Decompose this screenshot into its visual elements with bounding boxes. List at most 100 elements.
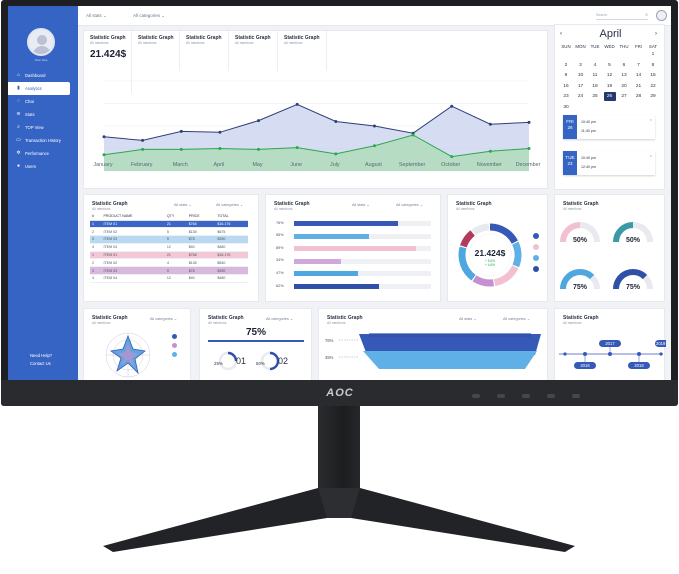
- data-point[interactable]: [257, 119, 261, 123]
- table-row[interactable]: 4 ITEM 04 12 $40 $480: [90, 274, 248, 283]
- data-point[interactable]: [527, 147, 531, 150]
- data-point[interactable]: [102, 135, 106, 139]
- data-point[interactable]: [411, 133, 415, 137]
- data-point[interactable]: [334, 152, 338, 156]
- table-row[interactable]: 3 ITEM 03 5 $78 $390: [90, 266, 248, 276]
- kpi-tile[interactable]: Statistic Graph All mentions: [278, 31, 327, 71]
- donut-slice[interactable]: [489, 223, 518, 244]
- data-point[interactable]: [295, 102, 299, 106]
- calendar-day[interactable]: 28: [635, 94, 642, 99]
- calendar-day[interactable]: 27: [621, 94, 627, 99]
- calendar-day[interactable]: 22: [650, 83, 656, 89]
- data-point[interactable]: [450, 104, 454, 108]
- kpi-tile[interactable]: Statistic Graph All mentions: [229, 31, 278, 71]
- kpi-tile[interactable]: Statistic Graph All mentions: [132, 31, 180, 71]
- calendar-day[interactable]: 6: [622, 62, 626, 68]
- calendar-day[interactable]: 30: [563, 104, 569, 110]
- calendar-event[interactable]: TUE 23 10:40 pm 12:40 pm ×: [563, 151, 655, 175]
- bar-fill[interactable]: [294, 258, 341, 264]
- hardware-button[interactable]: [472, 394, 480, 398]
- bar-fill[interactable]: [294, 271, 359, 277]
- avatar[interactable]: [656, 10, 667, 21]
- hardware-button[interactable]: [522, 394, 530, 398]
- data-point[interactable]: [102, 153, 106, 157]
- bar-fill[interactable]: [294, 233, 370, 239]
- donut-slice[interactable]: [472, 275, 494, 287]
- sidebar-item-transaction-history[interactable]: ▭ Transaction History: [8, 134, 78, 147]
- calendar-day[interactable]: 13: [621, 73, 627, 78]
- calendar-day[interactable]: 8: [651, 62, 655, 68]
- categories-filter[interactable]: All categories ⌄: [150, 317, 178, 321]
- data-point[interactable]: [141, 138, 145, 142]
- data-point[interactable]: [141, 147, 145, 151]
- calendar-day[interactable]: 15: [650, 73, 656, 78]
- calendar-day[interactable]: 23: [563, 94, 569, 99]
- stats-filter[interactable]: All stats ⌄: [174, 203, 192, 207]
- bar-fill[interactable]: [294, 284, 379, 289]
- categories-filter[interactable]: All categories ⌄: [503, 317, 531, 321]
- data-point[interactable]: [257, 147, 261, 151]
- power-button[interactable]: [572, 394, 580, 398]
- table-row[interactable]: 2 ITEM 02 4 $135 $540: [90, 258, 248, 268]
- calendar-day[interactable]: 24: [577, 94, 584, 99]
- data-point[interactable]: [450, 155, 454, 159]
- calendar-day[interactable]: 29: [650, 94, 656, 99]
- calendar-day[interactable]: 10: [577, 73, 584, 78]
- data-point[interactable]: [527, 120, 531, 124]
- calendar-day[interactable]: 17: [577, 83, 584, 89]
- categories-filter[interactable]: All categories ⌄: [216, 203, 244, 207]
- contact-link[interactable]: Contact Us: [30, 361, 51, 366]
- table-row[interactable]: 4 ITEM 04 12 $40 $480: [90, 243, 248, 252]
- data-point[interactable]: [488, 149, 492, 153]
- donut-slice[interactable]: [458, 246, 476, 281]
- data-point[interactable]: [179, 129, 183, 133]
- help-link[interactable]: Need Help?: [30, 353, 53, 358]
- hardware-button[interactable]: [497, 394, 505, 398]
- calendar-day[interactable]: 19: [606, 83, 613, 89]
- stats-filter[interactable]: All stats ⌄: [352, 203, 370, 207]
- chevron-right-icon[interactable]: ›: [655, 31, 657, 37]
- sidebar-item-chat[interactable]: ◌ Chat: [8, 95, 78, 108]
- calendar-day[interactable]: 18: [592, 83, 598, 89]
- search-input[interactable]: Search ⌕: [596, 11, 648, 20]
- sidebar-item-top-view[interactable]: ⌕ TOP View: [8, 121, 78, 134]
- calendar-day[interactable]: 20: [621, 83, 627, 89]
- sidebar-item-performance[interactable]: ✲ Performance: [8, 147, 78, 160]
- calendar-day[interactable]: 3: [579, 62, 582, 68]
- close-icon[interactable]: ×: [649, 117, 652, 122]
- sidebar-item-stats[interactable]: ≋ Stats: [8, 108, 78, 121]
- calendar-day[interactable]: 12: [606, 73, 613, 78]
- calendar-day[interactable]: 1: [651, 52, 655, 57]
- bar-fill[interactable]: [294, 221, 399, 226]
- calendar-day[interactable]: 9: [564, 73, 568, 78]
- chevron-left-icon[interactable]: ‹: [560, 31, 562, 37]
- data-point[interactable]: [295, 146, 299, 150]
- data-point[interactable]: [488, 122, 492, 126]
- calendar-day[interactable]: 7: [637, 62, 640, 68]
- data-point[interactable]: [218, 147, 222, 150]
- categories-filter[interactable]: All categories ⌄: [266, 317, 294, 321]
- calendar-day[interactable]: 26: [603, 92, 616, 101]
- calendar-day[interactable]: 21: [635, 83, 642, 89]
- categories-filter[interactable]: All categories ⌄: [396, 203, 424, 207]
- kpi-tile[interactable]: Statistic Graph All mentions 21.424$: [84, 31, 132, 93]
- donut-slice[interactable]: [493, 265, 519, 287]
- data-point[interactable]: [218, 130, 222, 134]
- calendar-event[interactable]: FRI 26 10:40 pm 11:40 pm ×: [563, 115, 655, 139]
- sidebar-item-analytics[interactable]: ▮ Analytics: [8, 82, 70, 95]
- sidebar-item-dashboard[interactable]: ⌂ Dashboard: [8, 69, 78, 82]
- hardware-button[interactable]: [547, 394, 555, 398]
- calendar-day[interactable]: 25: [592, 94, 598, 99]
- donut-slice[interactable]: [471, 223, 490, 236]
- calendar-day[interactable]: 5: [608, 62, 611, 68]
- calendar-day[interactable]: 2: [564, 62, 568, 68]
- calendar-day[interactable]: 4: [593, 62, 597, 68]
- donut-slice[interactable]: [512, 241, 522, 268]
- donut-slice[interactable]: [460, 230, 476, 248]
- data-point[interactable]: [372, 144, 376, 148]
- table-row[interactable]: 3 ITEM 03 5 $78 $390: [90, 235, 248, 244]
- categories-filter[interactable]: All categories ⌄: [133, 13, 165, 19]
- stats-filter[interactable]: All stats ⌄: [459, 317, 477, 321]
- data-point[interactable]: [179, 147, 183, 151]
- sidebar-item-users[interactable]: ● Users: [8, 160, 78, 173]
